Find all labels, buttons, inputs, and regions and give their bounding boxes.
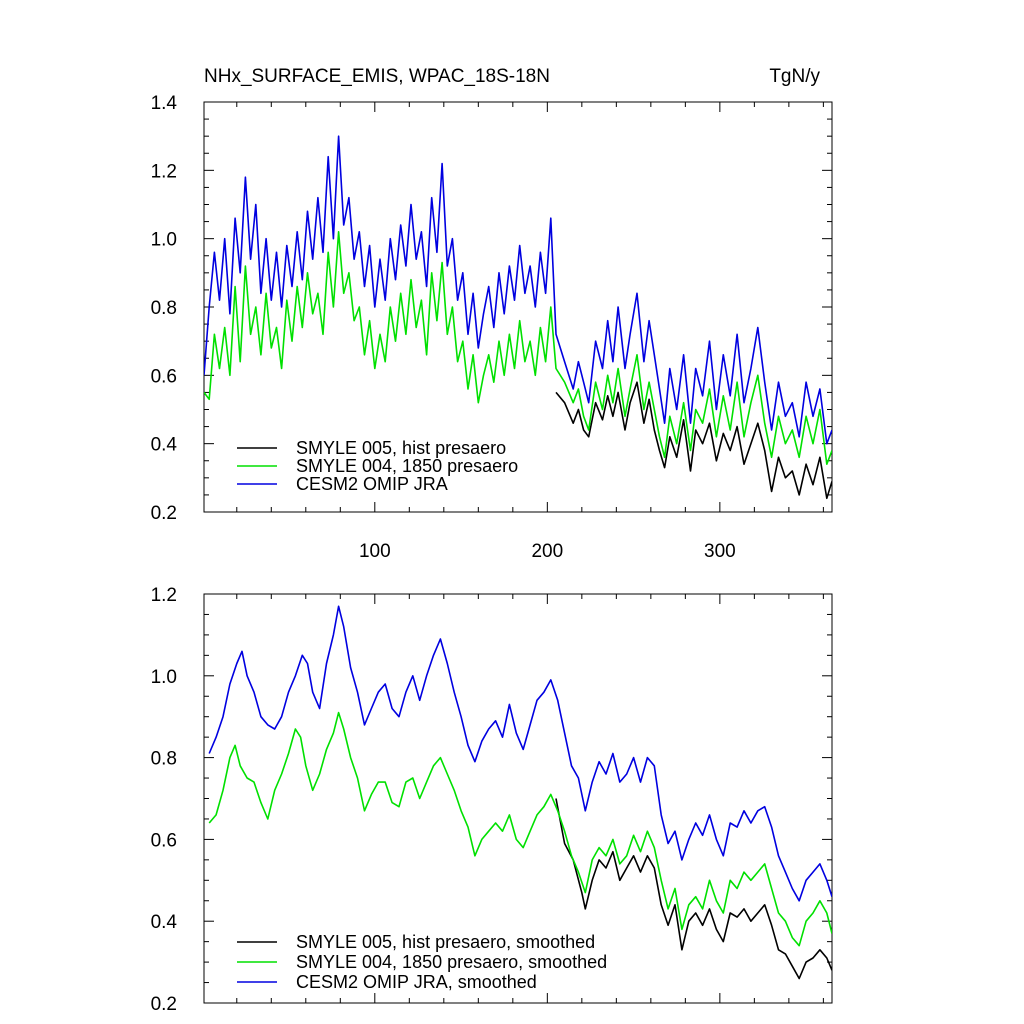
y-tick-label: 1.4 xyxy=(151,93,178,114)
series-line-2 xyxy=(204,135,832,445)
chart-title: NHx_SURFACE_EMIS, WPAC_18S-18N xyxy=(204,66,550,87)
x-tick-label: 100 xyxy=(359,541,391,562)
series-group xyxy=(204,135,832,500)
y-tick-label: 0.2 xyxy=(151,994,177,1015)
series-line-0 xyxy=(555,798,832,980)
series-group xyxy=(208,605,832,980)
legend-label-0: SMYLE 005, hist presaero, smoothed xyxy=(296,932,595,952)
legend-label-2: CESM2 OMIP JRA, smoothed xyxy=(296,972,537,992)
y-tick-label: 0.8 xyxy=(151,298,177,319)
series-line-1 xyxy=(208,711,832,947)
series-line-1 xyxy=(204,231,832,466)
top-panel: NHx_SURFACE_EMIS, WPAC_18S-18N TgN/y 0.2 0.… xyxy=(151,66,833,562)
y-tick-label: 0.2 xyxy=(151,503,177,524)
x-tick-label: 300 xyxy=(704,541,736,562)
units-label: TgN/y xyxy=(769,66,820,87)
x-tick-label: 200 xyxy=(531,541,563,562)
legend-label-2: CESM2 OMIP JRA xyxy=(296,474,448,494)
series-line-0 xyxy=(555,381,832,500)
legend-label-0: SMYLE 005, hist presaero xyxy=(296,438,506,458)
y-tick-label: 0.4 xyxy=(151,912,178,933)
y-tick-label: 0.4 xyxy=(151,435,178,456)
y-tick-label: 1.2 xyxy=(151,585,177,606)
y-tick-label: 1.0 xyxy=(151,230,177,251)
legend-label-1: SMYLE 004, 1850 presaero xyxy=(296,456,518,476)
y-tick-label: 1.0 xyxy=(151,667,177,688)
bottom-panel: 0.2 0.4 0.6 0.8 1.0 1.2 SMYLE 005, hist presae… xyxy=(151,585,833,1015)
series-line-2 xyxy=(208,605,832,902)
legend-label-1: SMYLE 004, 1850 presaero, smoothed xyxy=(296,952,607,972)
y-tick-label: 0.6 xyxy=(151,366,177,387)
y-tick-label: 1.2 xyxy=(151,161,177,182)
y-tick-label: 0.8 xyxy=(151,749,177,770)
y-tick-label: 0.6 xyxy=(151,830,177,851)
